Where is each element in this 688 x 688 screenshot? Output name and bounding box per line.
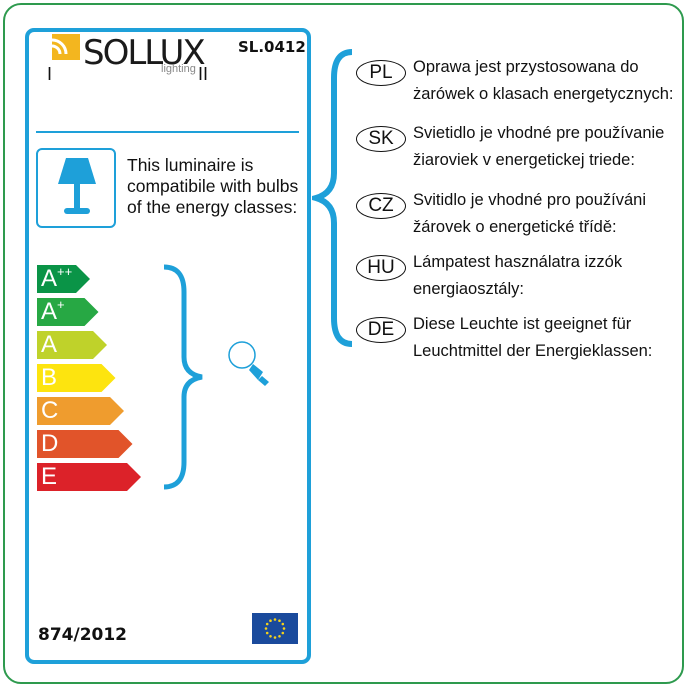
label-outer-border [3,3,684,684]
class-suffix: ++ [57,264,73,279]
eu-star [278,619,281,623]
language-line: energiaosztály: [413,280,524,298]
model-number: SL.0412 [238,38,306,56]
eu-star [282,627,286,630]
eu-star [273,636,277,639]
compat-line: of the energy classes: [127,197,298,217]
energy-class-A: A [37,331,107,359]
eu-star [265,622,269,626]
header-mark-left: I [47,64,53,84]
compatibility-text: This luminaire is compatibile with bulbs… [127,155,298,218]
eu-star [278,634,281,638]
brand-tagline: lighting [161,63,196,75]
energy-class-Ap: A+ [37,298,99,326]
class-letter: C [41,397,59,424]
class-suffix: + [57,297,65,312]
bulb-icon [228,341,269,386]
energy-class-E: E [37,463,141,491]
eu-star [273,618,277,621]
lamp-icon [58,158,96,214]
language-text-pl: Oprawa jest przystosowana do żarówek o kl… [413,54,673,108]
language-line: Lámpatest használatra izzók [413,253,623,271]
eu-star [281,631,285,635]
compat-line: compatibile with bulbs [127,176,299,196]
language-line: Svitidlo je vhodné pro používáni [413,191,646,209]
language-text-hu: Lámpatest használatra izzók energiaosztál… [413,249,622,303]
eu-star [265,631,269,635]
label-panel [25,28,311,664]
eu-star [269,634,272,638]
language-badge-cz: CZ [356,193,406,219]
language-text-cz: Svitidlo je vhodné pro používáni žárovek … [413,187,646,241]
regulation-number: 874/2012 [38,625,128,645]
right-brace-icon [163,264,203,490]
language-line: Oprawa jest przystosowana do [413,58,639,76]
language-line: Svietidlo je vhodné pre používanie [413,124,665,142]
language-line: żarówek o klasach energetycznych: [413,85,674,103]
language-badge-sk: SK [356,126,406,152]
language-line: žiaroviek v energetickej triede: [413,151,635,169]
class-letter: A [41,265,58,292]
left-brace-icon [312,49,353,347]
language-line: žárovek o energetické třídě: [413,218,617,236]
language-badge-de: DE [356,317,406,343]
eu-flag-icon [252,613,298,644]
divider [36,131,299,133]
class-letter: E [41,463,58,490]
lamp-icon-box [36,148,116,228]
energy-class-B: B [37,364,116,392]
brand-name: SOLLUX [83,33,206,73]
header-mark-right: II [198,64,209,84]
energy-class-App: A++ [37,265,90,293]
language-badge-pl: PL [356,60,406,86]
language-line: Leuchtmittel der Energieklassen: [413,342,653,360]
class-letter: B [41,364,58,391]
sollux-logo-icon [52,34,80,60]
eu-star [264,627,268,630]
energy-class-C: C [37,397,124,425]
energy-class-D: D [37,430,133,458]
language-badge-hu: HU [356,255,406,281]
class-letter: A [41,298,58,325]
language-text-de: Diese Leuchte ist geeignet für Leuchtmitt… [413,311,652,365]
eu-star [281,622,285,626]
language-line: Diese Leuchte ist geeignet für [413,315,632,333]
eu-star [269,619,272,623]
compat-line: This luminaire is [127,155,254,175]
language-text-sk: Svietidlo je vhodné pre používanie žiarov… [413,120,664,174]
class-letter: A [41,331,58,358]
class-letter: D [41,430,59,457]
